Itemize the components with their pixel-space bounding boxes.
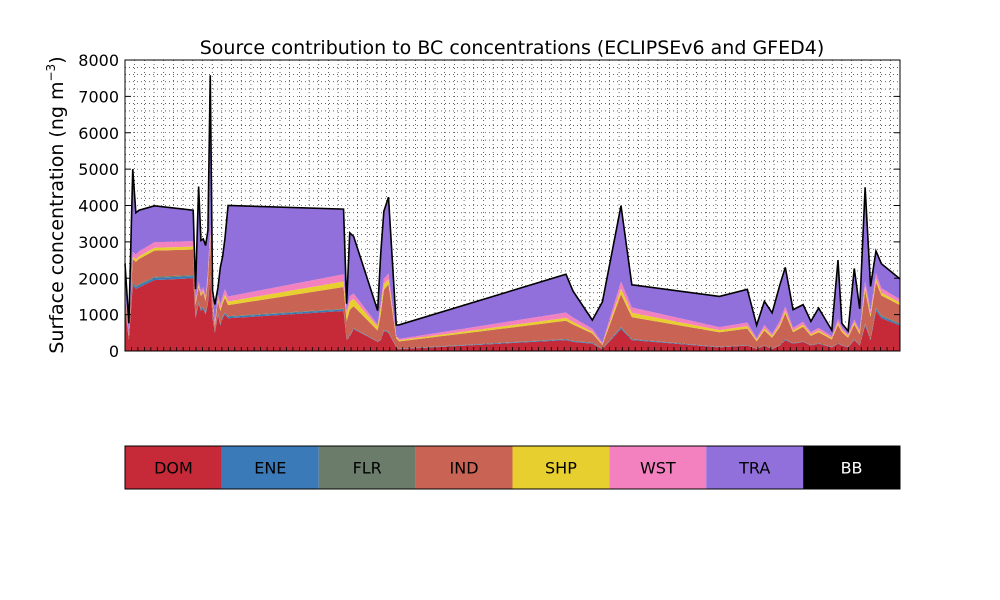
- legend-item-wst: WST: [609, 446, 707, 489]
- y-tick-label: 2000: [78, 269, 119, 288]
- legend-swatch: [803, 446, 900, 489]
- y-tick-label: 5000: [78, 160, 119, 179]
- legend-swatch: [415, 446, 513, 489]
- legend-item-shp: SHP: [512, 446, 610, 489]
- area-shp: [125, 232, 900, 345]
- legend-swatch: [221, 446, 319, 489]
- legend-swatch: [512, 446, 610, 489]
- legend-item-bb: BB: [803, 446, 900, 489]
- y-tick-label: 4000: [78, 197, 119, 216]
- y-tick-label: 6000: [78, 124, 119, 143]
- y-axis: 0 1000 2000 3000 4000 5000 6000 7000 8000: [78, 51, 900, 361]
- legend-swatch: [609, 446, 707, 489]
- y-tick-label: 1000: [78, 306, 119, 325]
- legend-label: IND: [450, 459, 479, 478]
- chart-title: Source contribution to BC concentrations…: [200, 37, 824, 59]
- y-axis-label-superscript: −3: [44, 64, 58, 82]
- legend-label: SHP: [545, 459, 577, 478]
- y-axis-label-main: Surface concentration (ng m: [46, 82, 68, 354]
- legend-swatch: [706, 446, 804, 489]
- plot-area: 0 1000 2000 3000 4000 5000 6000 7000 8000: [78, 51, 901, 361]
- legend-item-flr: FLR: [318, 446, 416, 489]
- legend-item-ind: IND: [415, 446, 513, 489]
- legend-item-tra: TRA: [706, 446, 804, 489]
- area-wst: [125, 224, 900, 345]
- legend-label: FLR: [353, 459, 382, 478]
- legend-frame: [124, 445, 901, 490]
- legend-swatch: [125, 446, 222, 489]
- legend-label: WST: [640, 459, 676, 478]
- legend-item-ene: ENE: [221, 446, 319, 489]
- legend-label: ENE: [254, 459, 286, 478]
- y-tick-label: 0: [109, 342, 119, 361]
- total-outline: [124, 75, 901, 334]
- x-axis-ticks: [124, 347, 901, 351]
- y-tick-label: 3000: [78, 233, 119, 252]
- legend-item-dom: DOM: [125, 446, 222, 489]
- legend-label: TRA: [738, 459, 770, 478]
- grid: [125, 60, 900, 351]
- area-dom: [125, 278, 900, 351]
- legend-label: BB: [841, 459, 863, 478]
- area-tra: [125, 75, 900, 343]
- y-tick-label: 8000: [78, 51, 119, 70]
- legend: DOM ENE FLR IND SHP WST TRA BB: [124, 445, 901, 490]
- y-tick-label: 7000: [78, 87, 119, 106]
- legend-label: DOM: [154, 459, 193, 478]
- y-axis-label: Surface concentration (ng m−3): [44, 56, 68, 353]
- y-axis-label-close: ): [46, 56, 68, 63]
- area-ind: [125, 236, 900, 349]
- legend-swatch: [318, 446, 416, 489]
- total-line: [124, 75, 901, 334]
- stacked-areas: [125, 75, 900, 351]
